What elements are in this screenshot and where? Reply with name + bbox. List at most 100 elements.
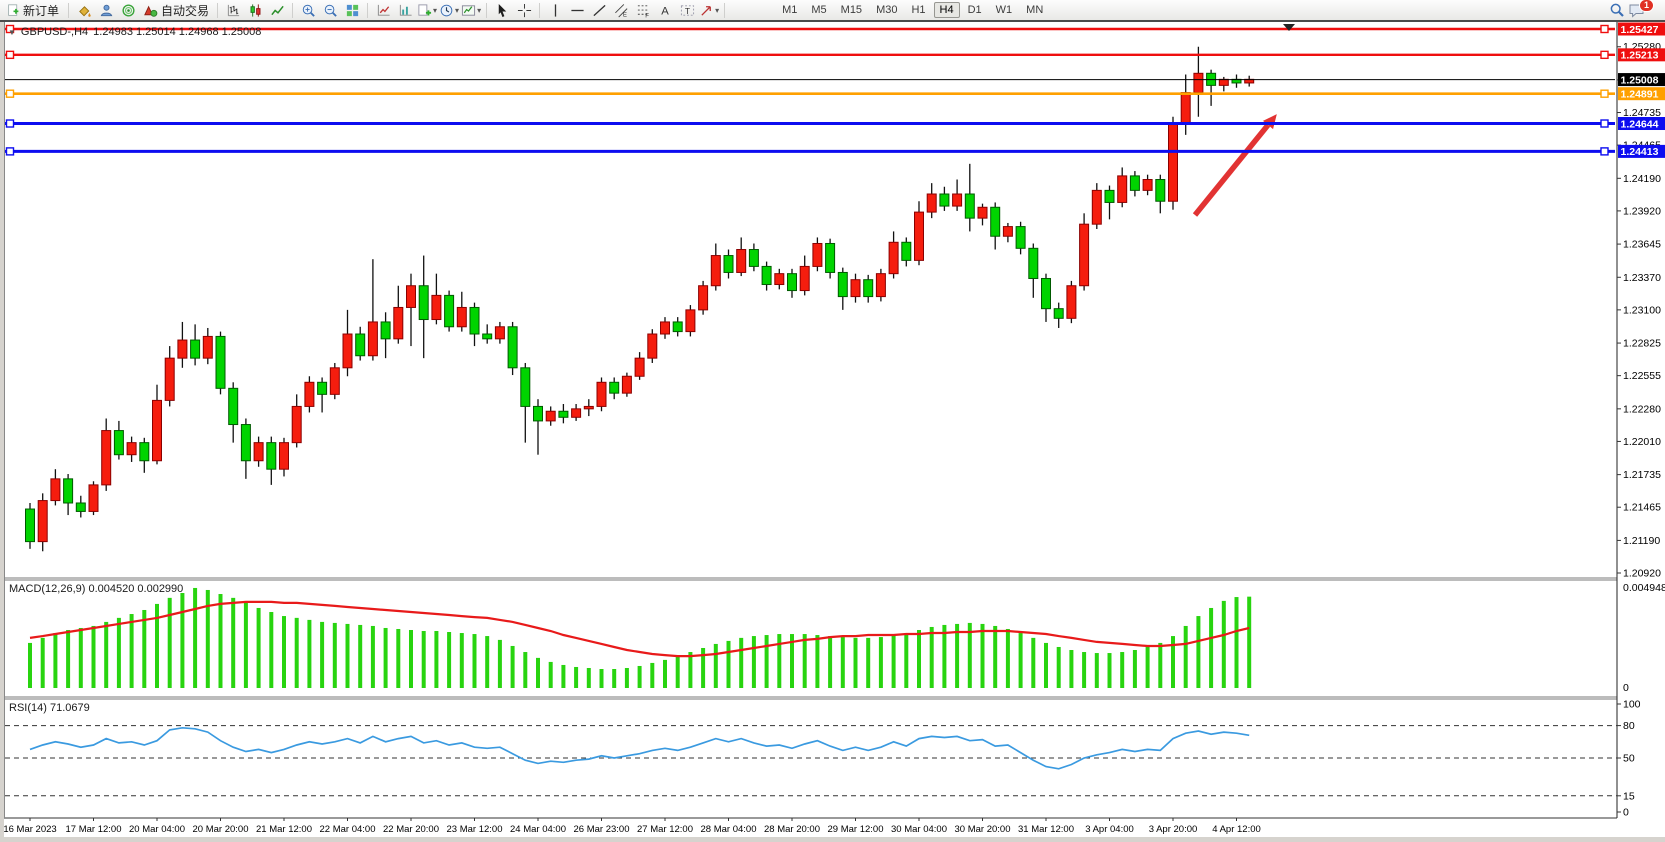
candle-down (215, 335, 226, 389)
trend-arrow-shaft[interactable] (1192, 123, 1271, 217)
period-clock-icon[interactable]: ▾ (438, 1, 460, 19)
macd-histogram-bar (612, 669, 617, 688)
candle-up (406, 285, 416, 308)
line-handle[interactable] (1600, 147, 1609, 156)
macd-histogram-bar (955, 623, 960, 688)
chevron-down-icon[interactable]: ▾ (477, 5, 482, 15)
timeframe-m30[interactable]: M30 (876, 4, 898, 16)
crosshair-tool-icon[interactable] (513, 1, 535, 19)
time-tick-label: 4 Apr 12:00 (1212, 824, 1261, 835)
candle-down (228, 387, 239, 426)
macd-histogram-bar (523, 652, 528, 688)
bar-chart-mode-icon[interactable] (222, 1, 244, 19)
candle-up (494, 326, 505, 340)
candle-up (926, 193, 937, 213)
notifications-button[interactable]: 1 (1628, 0, 1661, 18)
candle-up (685, 309, 696, 333)
candle-up (888, 241, 899, 275)
trendline-tool-icon[interactable] (588, 1, 610, 19)
line-handle[interactable] (1600, 50, 1609, 60)
candle-up (291, 405, 302, 444)
indicator-window-icon[interactable] (372, 1, 394, 19)
macd-histogram-bar (282, 616, 286, 688)
price-chart[interactable]: 1.252801.250051.247351.244651.241901.239… (0, 22, 1665, 842)
macd-histogram-bar (256, 607, 261, 688)
macd-histogram-bar (866, 637, 871, 688)
macd-histogram-bar (332, 622, 337, 688)
rsi-scale-label: 0 (1623, 807, 1629, 819)
candle-up (736, 249, 747, 273)
line-handle[interactable] (1600, 119, 1609, 128)
price-line-badge-label: 1.25008 (1621, 74, 1659, 86)
text-tool-icon[interactable]: A (654, 1, 676, 19)
time-tick-label: 3 Apr 04:00 (1085, 824, 1134, 835)
arrow-objects-icon[interactable]: ▾ (698, 1, 720, 19)
macd-histogram-bar (739, 637, 744, 688)
candle-up (698, 285, 709, 311)
new-order-button[interactable]: 新订单 (2, 2, 64, 19)
timeframe-toolbar: M1 M5 M15 M30 H1 H4 D1 W1 MN (775, 2, 1050, 18)
timeframe-m15[interactable]: M15 (840, 4, 863, 16)
timeframe-m5[interactable]: M5 (811, 4, 827, 16)
chart-template-icon[interactable]: ▾ (460, 1, 482, 19)
timeframe-h4[interactable]: H4 (933, 2, 960, 18)
horizontal-line-tool-icon[interactable] (566, 1, 588, 19)
zoom-out-icon[interactable] (319, 1, 341, 19)
chevron-down-icon[interactable]: ▾ (715, 5, 720, 15)
new-order-label: 新订单 (23, 3, 60, 18)
candlestick-mode-icon[interactable] (244, 1, 266, 19)
search-icon[interactable] (1606, 1, 1628, 19)
line-handle[interactable] (1600, 89, 1609, 98)
equidistant-channel-tool-icon[interactable]: E (610, 1, 632, 19)
styler-bucket-icon[interactable] (73, 1, 95, 19)
tile-windows-icon[interactable] (341, 1, 363, 19)
chart-dropdown-icon[interactable]: ▼ (8, 27, 16, 37)
vertical-line-tool-icon[interactable] (544, 1, 566, 19)
svg-text:A: A (661, 5, 669, 17)
candle-down (863, 279, 874, 298)
timeframe-d1[interactable]: D1 (967, 4, 982, 16)
candle-up (1142, 179, 1153, 191)
candle-up (177, 339, 188, 359)
time-tick-label: 17 Mar 12:00 (66, 824, 122, 835)
chart-shift-marker-icon[interactable] (1283, 24, 1295, 31)
svg-text:T: T (684, 5, 689, 15)
candle-up (1168, 122, 1178, 202)
trend-arrow-head[interactable] (1262, 114, 1277, 130)
fibonacci-tool-icon[interactable]: F (632, 1, 654, 19)
rsi-scale-label: 80 (1623, 720, 1635, 732)
macd-histogram-bar (1005, 628, 1010, 688)
line-handle[interactable] (5, 50, 15, 60)
zoom-in-icon[interactable] (297, 1, 319, 19)
macd-histogram-bar (383, 627, 388, 688)
chart-window[interactable]: 1.252801.250051.247351.244651.241901.239… (0, 22, 1665, 842)
chevron-down-icon[interactable]: ▾ (455, 5, 460, 15)
cursor-tool-icon[interactable] (491, 1, 513, 19)
signal-broadcast-icon[interactable] (117, 1, 139, 19)
line-handle[interactable] (1600, 24, 1609, 34)
line-handle[interactable] (5, 147, 15, 156)
price-line-badge (1618, 87, 1665, 101)
timeframe-h1[interactable]: H1 (911, 4, 926, 16)
line-handle[interactable] (5, 119, 15, 128)
macd-histogram-bar (904, 633, 909, 688)
chevron-down-icon[interactable]: ▾ (433, 5, 438, 15)
add-indicator-icon[interactable]: ▾ (416, 1, 438, 19)
autotrade-button[interactable]: 自动交易 (139, 2, 213, 19)
macd-histogram-bar (536, 657, 540, 688)
main-toolbar: 新订单 自动交易 ▾ ▾ ▾ E F A T ▾ (0, 0, 1665, 20)
timeframe-mn[interactable]: MN (1026, 4, 1044, 16)
candle-down (901, 241, 912, 261)
timeframe-m1[interactable]: M1 (782, 4, 798, 16)
line-chart-mode-icon[interactable] (266, 1, 288, 19)
community-person-icon[interactable] (95, 1, 117, 19)
line-handle[interactable] (5, 24, 15, 34)
timeframe-w1[interactable]: W1 (995, 4, 1013, 16)
line-handle[interactable] (5, 89, 15, 98)
text-label-tool-icon[interactable]: T (676, 1, 698, 19)
macd-histogram-bar (853, 637, 858, 688)
macd-histogram-bar (320, 621, 325, 688)
indicator-histogram-icon[interactable] (394, 1, 416, 19)
time-tick-label: 16 Mar 2023 (3, 824, 56, 835)
macd-histogram-bar (459, 633, 464, 688)
